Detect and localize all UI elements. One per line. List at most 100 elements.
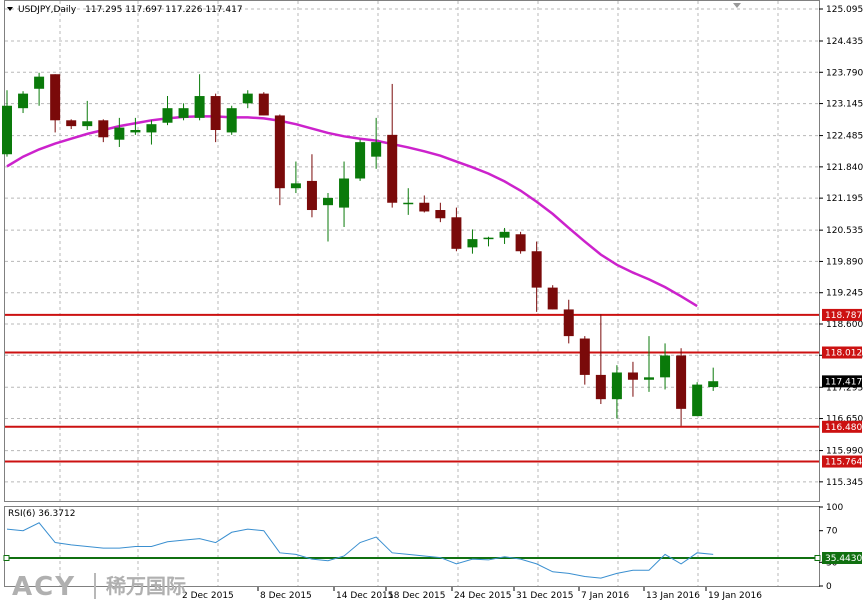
y-tick-label: 116.650	[826, 415, 863, 425]
candle	[66, 119, 77, 130]
y-tick-label: 115.990	[826, 447, 863, 457]
rsi-level-handle	[814, 555, 821, 561]
candle-body	[403, 202, 414, 205]
rsi-level-tag-label: 35.4430	[825, 554, 862, 564]
y-tick-label: 115.345	[826, 478, 863, 488]
candle	[34, 72, 45, 106]
price-tags: 118.787 118.012 116.480 115.764 117.417 35.44…	[822, 308, 862, 564]
y-tick-label: 120.535	[826, 226, 863, 236]
candle	[2, 90, 12, 157]
ma-line	[6, 115, 698, 308]
candle-body	[451, 217, 462, 249]
candle-body	[579, 338, 590, 375]
chart-ohlc: 117.295 117.697 117.226 117.417	[85, 5, 242, 15]
y-tick-label: 118.600	[826, 320, 863, 330]
moving-average	[6, 115, 698, 308]
candle	[194, 74, 205, 121]
candle	[290, 161, 301, 194]
candle	[611, 365, 622, 419]
y-tick-label: 123.145	[826, 100, 863, 110]
candle-body	[435, 210, 446, 219]
candle	[563, 299, 574, 344]
candle	[708, 367, 719, 391]
candle	[98, 119, 109, 143]
y-tick-label: 119.245	[826, 289, 863, 299]
shift-marker-icon[interactable]	[733, 3, 741, 8]
candle-body	[290, 183, 301, 189]
rsi-grid-lines	[59, 507, 779, 586]
candle-body	[66, 120, 77, 127]
rsi-line	[6, 522, 714, 579]
level-tag	[822, 420, 862, 433]
watermark-en: ACY	[12, 572, 76, 602]
level-tag-label: 116.480	[825, 423, 862, 433]
candle-body	[82, 121, 93, 127]
y-tick-label: 122.485	[826, 132, 863, 142]
candle	[50, 74, 61, 133]
rsi-tick-label: 100	[826, 503, 843, 513]
candle-body	[50, 74, 61, 121]
x-tick-label: 18 Dec 2015	[388, 591, 446, 601]
y-tick-label: 123.790	[826, 68, 863, 78]
candle-body	[467, 239, 478, 248]
candle-body	[660, 355, 671, 378]
candle	[339, 161, 350, 227]
candle-body	[708, 381, 719, 388]
candle	[403, 188, 414, 215]
candle	[162, 96, 173, 126]
level-tag	[822, 455, 862, 468]
candle	[515, 231, 526, 254]
price-axis: 125.095 124.435 123.790 123.145 122.485 121.8…	[819, 5, 863, 488]
candle	[146, 120, 157, 145]
candle-body	[387, 134, 398, 203]
candle-body	[419, 202, 430, 212]
candle	[692, 382, 703, 417]
y-tick-label: 117.295	[826, 383, 863, 393]
candle	[547, 285, 558, 310]
candle	[226, 105, 237, 135]
candle	[660, 343, 671, 390]
level-tag-label: 115.764	[825, 458, 862, 468]
y-tick-label: 121.195	[826, 194, 863, 204]
candle-body	[242, 93, 253, 104]
candle	[467, 229, 478, 254]
candle	[676, 348, 687, 426]
level-tag	[822, 346, 862, 359]
dropdown-arrow-icon[interactable]	[7, 7, 13, 11]
candle-body	[547, 287, 558, 310]
candle-body	[499, 231, 510, 238]
candle	[114, 117, 125, 147]
y-tick-label: 124.435	[826, 37, 863, 47]
current-price-tag	[822, 375, 862, 388]
candle	[82, 100, 93, 131]
candle-body	[258, 93, 269, 116]
chart-symbol: USDJPY,Daily	[18, 5, 77, 15]
y-tick-label: 119.890	[826, 257, 863, 267]
candle	[130, 117, 141, 135]
candle	[242, 90, 253, 109]
candle-body	[627, 372, 638, 380]
candle-body	[611, 372, 622, 400]
candle-body	[692, 384, 703, 417]
candle	[595, 314, 606, 405]
candle-body	[114, 127, 125, 140]
level-tag-label: 118.012	[825, 349, 862, 359]
candle-body	[563, 309, 574, 337]
candle-body	[34, 76, 45, 89]
rsi-level-handle	[3, 555, 10, 561]
candle-body	[644, 377, 654, 380]
x-tick-label: 2 Dec 2015	[182, 591, 234, 601]
candle-body	[515, 234, 526, 252]
candle	[210, 93, 221, 143]
candle	[371, 117, 382, 169]
candle-body	[483, 237, 494, 240]
rsi-indicator	[3, 522, 821, 579]
candle	[627, 361, 638, 397]
candles	[2, 72, 719, 426]
candle-body	[676, 355, 687, 409]
candle-body	[146, 124, 157, 133]
candle	[579, 336, 590, 385]
candle-body	[531, 251, 542, 288]
watermark-cn: 稀万国际	[106, 574, 186, 598]
